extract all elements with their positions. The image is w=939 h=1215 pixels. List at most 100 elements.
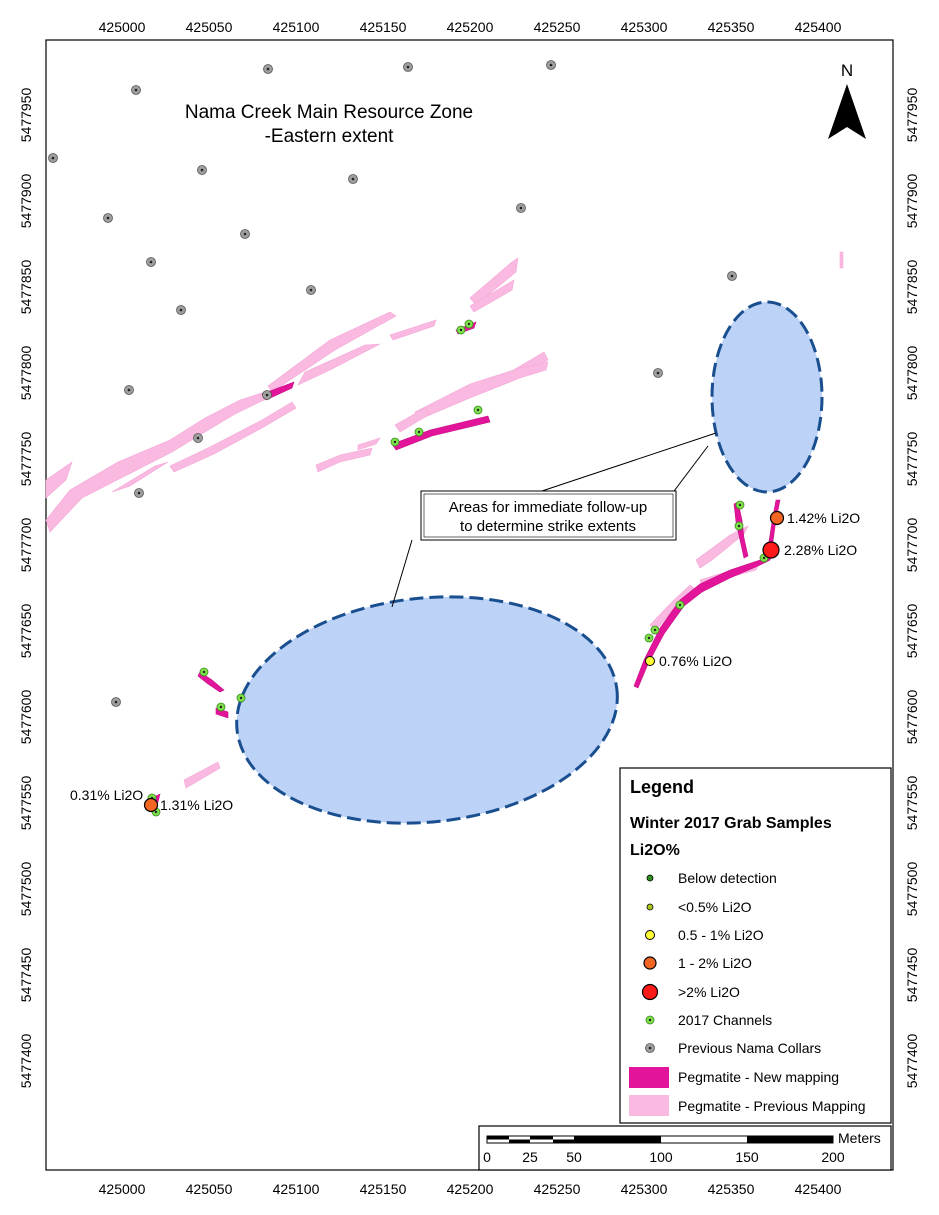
legend-item-0.5-1: 0.5 - 1% Li2O <box>645 927 764 943</box>
collar-marker <box>124 385 134 395</box>
y-tick-labels-left: 5477950 5477900 5477850 5477800 5477750 … <box>18 88 34 1089</box>
follow-up-callout: Areas for immediate follow-up to determi… <box>391 432 717 608</box>
x-tick-label: 425300 <box>621 1181 668 1197</box>
x-tick-label: 425100 <box>273 19 320 35</box>
channel-marker <box>216 702 226 712</box>
pegmatite-previous-polygon <box>315 447 373 473</box>
legend-item-channels: 2017 Channels <box>645 1012 772 1028</box>
pegmatite-previous-polygon <box>469 279 515 313</box>
pegmatite-previous-polygon <box>394 407 431 433</box>
callout-box <box>420 490 677 541</box>
y-tick-label: 5477450 <box>18 948 34 1003</box>
scale-bar-label: 25 <box>522 1149 538 1165</box>
sample-label: 1.42% Li2O <box>787 510 860 526</box>
legend-symbol <box>629 1095 669 1116</box>
legend-symbol <box>643 956 657 970</box>
sample-labels: 1.42% Li2O 2.28% Li2O 0.76% Li2O 0.31% L… <box>70 510 860 813</box>
x-tick-labels-bottom: 425000 425050 425100 425150 425200 42525… <box>99 1181 842 1197</box>
callout-leader-line <box>391 539 413 608</box>
callout-text-line2: to determine strike extents <box>460 518 636 535</box>
scale-bar-label: 0 <box>483 1149 491 1165</box>
scale-bar-label: 200 <box>821 1149 845 1165</box>
x-tick-label: 425150 <box>360 19 407 35</box>
collar-marker <box>348 174 358 184</box>
y-tick-label: 5477650 <box>904 604 920 659</box>
y-tick-label: 5477750 <box>18 432 34 487</box>
pegmatite-previous-polygon <box>45 461 73 499</box>
pegmatite-new-polygon <box>633 551 773 689</box>
x-tick-labels-top: 425000 425050 425100 425150 425200 42525… <box>99 19 842 35</box>
y-tick-label: 5477750 <box>904 432 920 487</box>
y-tick-label: 5477700 <box>904 518 920 573</box>
follow-up-areas <box>235 300 824 825</box>
pegmatite-previous-polygon <box>695 525 749 569</box>
y-tick-labels-right: 5477950 5477900 5477850 5477800 5477750 … <box>904 88 920 1089</box>
channel-marker <box>236 693 246 703</box>
y-tick-label: 5477850 <box>18 260 34 315</box>
channel-marker <box>734 521 744 531</box>
legend-subtitle: Winter 2017 Grab Samples <box>630 815 832 832</box>
legend-item-over-2: >2% Li2O <box>641 983 740 1001</box>
pegmatite-previous-polygon <box>169 401 297 473</box>
pegmatite-previous-polygon <box>839 251 844 269</box>
channel-marker <box>473 405 483 415</box>
y-tick-label: 5477700 <box>18 518 34 573</box>
x-tick-label: 425050 <box>186 19 233 35</box>
scale-bar-label: 100 <box>649 1149 673 1165</box>
y-tick-label: 5477600 <box>904 690 920 745</box>
grab-sample-1-2pct <box>769 510 785 526</box>
collar-marker <box>134 488 144 498</box>
scale-bar-box <box>478 1125 892 1171</box>
collar-marker <box>111 697 121 707</box>
x-tick-label: 425150 <box>360 1181 407 1197</box>
y-tick-label: 5477500 <box>18 862 34 917</box>
grab-sample-over-2pct <box>762 541 780 559</box>
y-tick-label: 5477450 <box>904 948 920 1003</box>
y-tick-label: 5477950 <box>18 88 34 143</box>
legend-item-1-2: 1 - 2% Li2O <box>643 955 752 971</box>
legend-symbol <box>645 930 655 940</box>
collar-marker <box>546 60 556 70</box>
channel-marker <box>414 427 424 437</box>
north-arrow-icon <box>828 84 866 139</box>
y-tick-label: 5477650 <box>18 604 34 659</box>
x-tick-label: 425250 <box>534 19 581 35</box>
channel-marker <box>644 633 654 643</box>
x-tick-label: 425400 <box>795 1181 842 1197</box>
north-arrow: N <box>828 61 866 139</box>
x-tick-label: 425300 <box>621 19 668 35</box>
y-tick-label: 5477900 <box>904 174 920 229</box>
map-title-line1: Nama Creek Main Resource Zone <box>185 102 473 123</box>
legend: Legend Winter 2017 Grab Samples Li2O% Be… <box>619 767 892 1124</box>
legend-symbol <box>629 1067 669 1088</box>
channel-marker <box>650 625 660 635</box>
pegmatite-previous-polygon <box>183 761 221 789</box>
sample-label: 0.31% Li2O <box>70 787 143 803</box>
collar-marker <box>306 285 316 295</box>
collar-marker <box>240 229 250 239</box>
legend-item-label: Pegmatite - Previous Mapping <box>678 1098 866 1114</box>
legend-item-below-detection: Below detection <box>646 870 777 886</box>
channel-marker <box>735 500 745 510</box>
collar-marker <box>727 271 737 281</box>
follow-up-area-northeast <box>710 300 824 494</box>
x-tick-label: 425100 <box>273 1181 320 1197</box>
y-tick-label: 5477800 <box>18 346 34 401</box>
pegmatite-previous-polygon <box>111 461 169 493</box>
x-tick-label: 425350 <box>708 19 755 35</box>
legend-item-label: 2017 Channels <box>678 1012 772 1028</box>
y-tick-label: 5477550 <box>904 776 920 831</box>
channel-marker <box>675 600 685 610</box>
legend-item-collars: Previous Nama Collars <box>645 1040 821 1056</box>
legend-item-label: Previous Nama Collars <box>678 1040 821 1056</box>
sample-label: 1.31% Li2O <box>160 797 233 813</box>
pegmatite-previous-polygon <box>389 319 437 341</box>
legend-box <box>619 767 892 1124</box>
x-tick-label: 425400 <box>795 19 842 35</box>
y-tick-label: 5477850 <box>904 260 920 315</box>
north-arrow-label: N <box>841 61 853 80</box>
pegmatite-previous-polygon <box>297 343 381 386</box>
y-tick-label: 5477950 <box>904 88 920 143</box>
legend-item-label: >2% Li2O <box>678 984 740 1000</box>
